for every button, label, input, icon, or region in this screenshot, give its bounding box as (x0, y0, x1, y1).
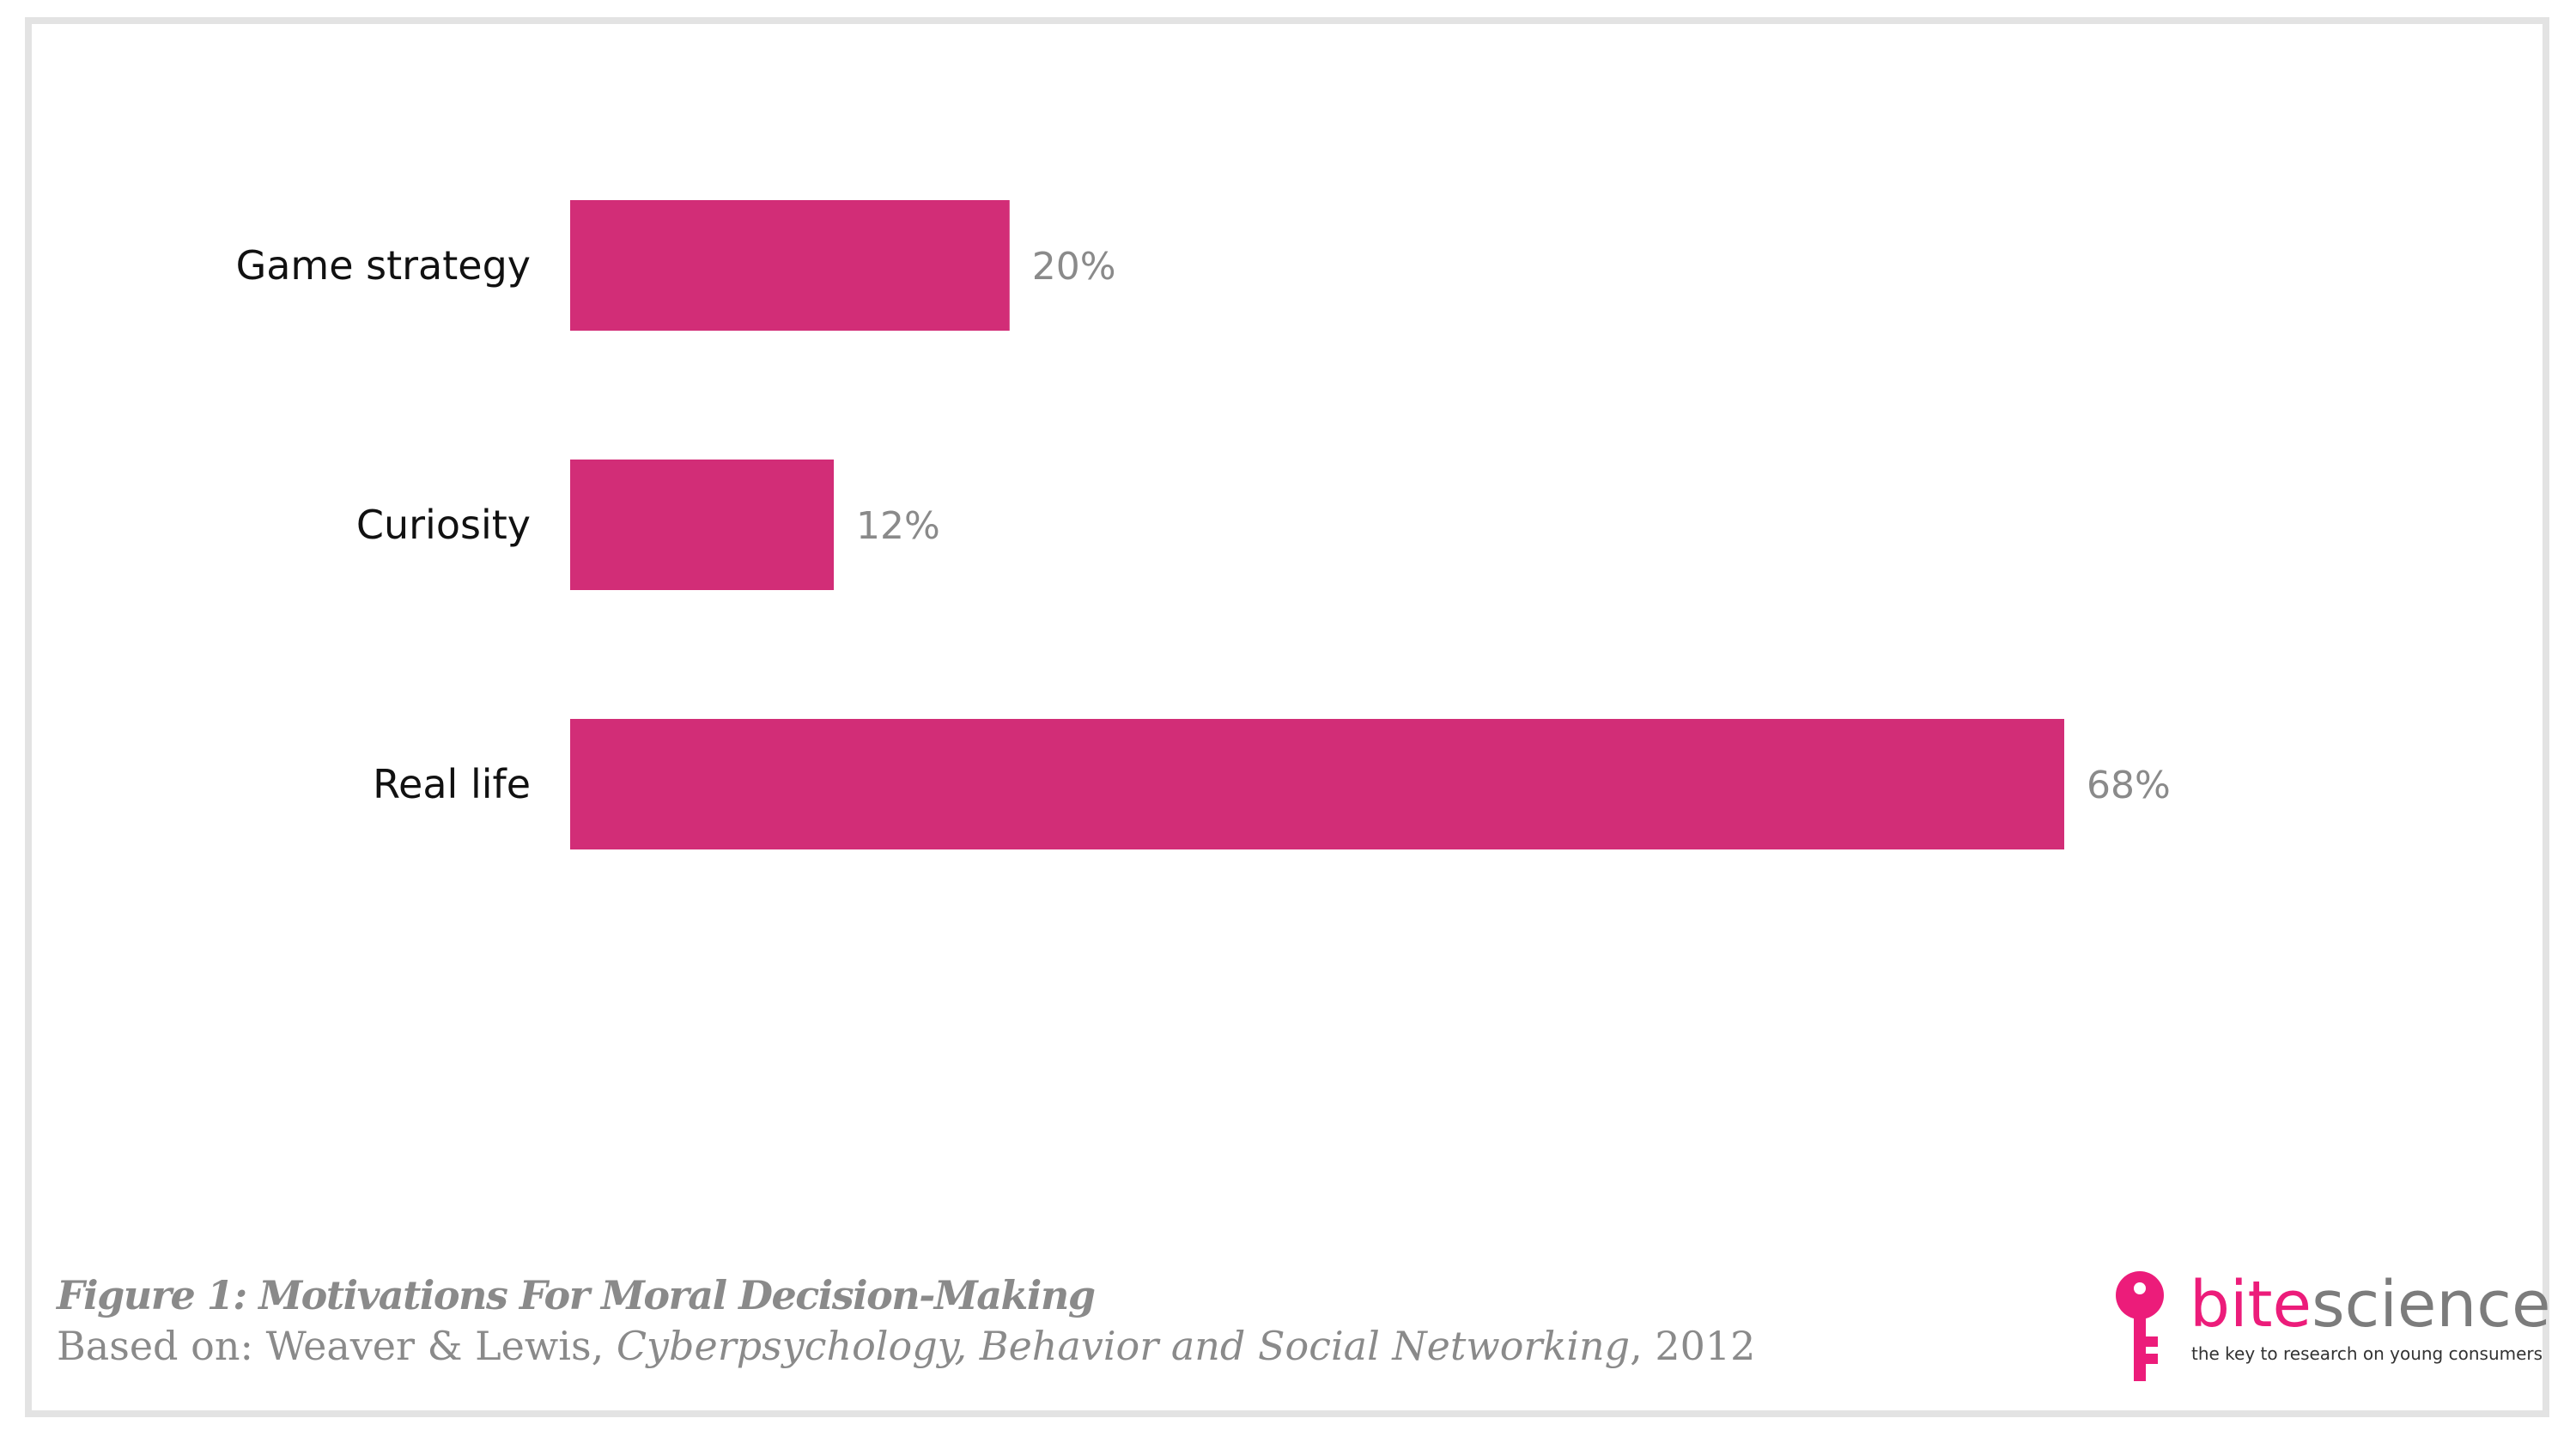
category-label: Real life (373, 761, 531, 807)
bar (570, 200, 1010, 331)
bar (570, 719, 2064, 849)
source-authors: Based on: Weaver & Lewis, (57, 1323, 617, 1369)
bitescience-logo: bitescience the key to research on young… (2114, 1269, 2551, 1390)
value-label: 12% (856, 504, 940, 548)
source-year: , 2012 (1630, 1323, 1756, 1369)
source-journal: Cyberpsychology, Behavior and Social Net… (616, 1323, 1631, 1369)
logo-wordmark-bite: bite (2190, 1268, 2312, 1342)
logo-tagline: the key to research on young consumers (2191, 1343, 2543, 1364)
logo-wordmark-science: science (2312, 1268, 2551, 1342)
category-label: Game strategy (236, 242, 531, 289)
key-icon (2116, 1271, 2164, 1381)
figure-source: Based on: Weaver & Lewis, Cyberpsycholog… (57, 1321, 1755, 1371)
value-label: 20% (1032, 245, 1116, 289)
figure-title: Figure 1: Motivations For Moral Decision… (57, 1272, 1096, 1318)
bar (570, 460, 835, 590)
value-label: 68% (2087, 764, 2171, 807)
figure-caption: Figure 1: Motivations For Moral Decision… (57, 1269, 1755, 1371)
figure-frame (25, 17, 2549, 1417)
logo-wordmark: bitescience (2190, 1269, 2551, 1340)
category-label: Curiosity (356, 502, 531, 548)
